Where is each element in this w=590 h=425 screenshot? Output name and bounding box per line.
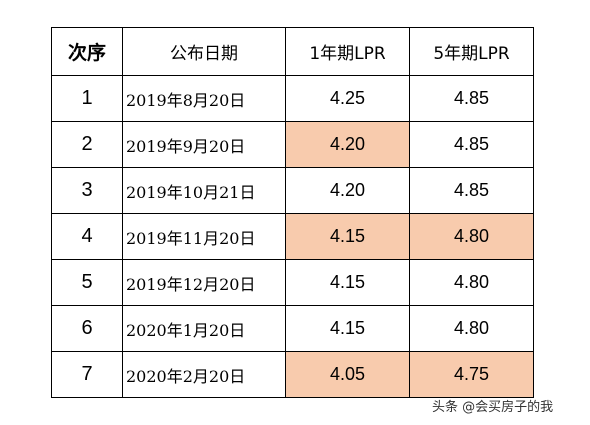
cell-lpr-5y: 4.80	[409, 213, 534, 260]
cell-date: 2019年12月20日	[122, 259, 286, 306]
header-lpr-5y: 5年期LPR	[409, 27, 534, 76]
cell-lpr-5y: 4.75	[409, 351, 534, 398]
table-row: 4 2019年11月20日 4.15 4.80	[51, 213, 534, 260]
cell-seq: 4	[51, 213, 123, 260]
cell-seq: 6	[51, 305, 123, 352]
cell-seq: 1	[51, 75, 123, 122]
watermark-text: 头条 @会买房子的我	[432, 400, 554, 415]
table-row: 5 2019年12月20日 4.15 4.80	[51, 259, 534, 306]
cell-lpr-5y: 4.80	[409, 259, 534, 306]
cell-lpr-1y: 4.25	[285, 75, 410, 122]
cell-seq: 7	[51, 351, 123, 398]
cell-lpr-5y: 4.85	[409, 75, 534, 122]
cell-lpr-1y: 4.15	[285, 259, 410, 306]
cell-date: 2019年8月20日	[122, 75, 286, 122]
cell-date: 2020年1月20日	[122, 305, 286, 352]
table-row: 3 2019年10月21日 4.20 4.85	[51, 167, 534, 214]
cell-lpr-1y: 4.15	[285, 213, 410, 260]
cell-date: 2019年9月20日	[122, 121, 286, 168]
header-row: 次序 公布日期 1年期LPR 5年期LPR	[51, 27, 534, 76]
cell-seq: 3	[51, 167, 123, 214]
cell-lpr-1y: 4.20	[285, 121, 410, 168]
cell-lpr-1y: 4.20	[285, 167, 410, 214]
table-row: 6 2020年1月20日 4.15 4.80	[51, 305, 534, 352]
table-row: 7 2020年2月20日 4.05 4.75	[51, 351, 534, 398]
header-lpr-1y: 1年期LPR	[285, 27, 410, 76]
header-date: 公布日期	[122, 27, 286, 76]
table-row: 1 2019年8月20日 4.25 4.85	[51, 75, 534, 122]
cell-date: 2019年11月20日	[122, 213, 286, 260]
cell-date: 2019年10月21日	[122, 167, 286, 214]
cell-seq: 5	[51, 259, 123, 306]
cell-lpr-5y: 4.85	[409, 167, 534, 214]
lpr-table: 次序 公布日期 1年期LPR 5年期LPR 1 2019年8月20日 4.25 4.8…	[51, 27, 534, 398]
cell-lpr-1y: 4.15	[285, 305, 410, 352]
cell-lpr-5y: 4.80	[409, 305, 534, 352]
table-row: 2 2019年9月20日 4.20 4.85	[51, 121, 534, 168]
cell-date: 2020年2月20日	[122, 351, 286, 398]
header-seq: 次序	[51, 27, 123, 76]
cell-lpr-5y: 4.85	[409, 121, 534, 168]
cell-seq: 2	[51, 121, 123, 168]
cell-lpr-1y: 4.05	[285, 351, 410, 398]
